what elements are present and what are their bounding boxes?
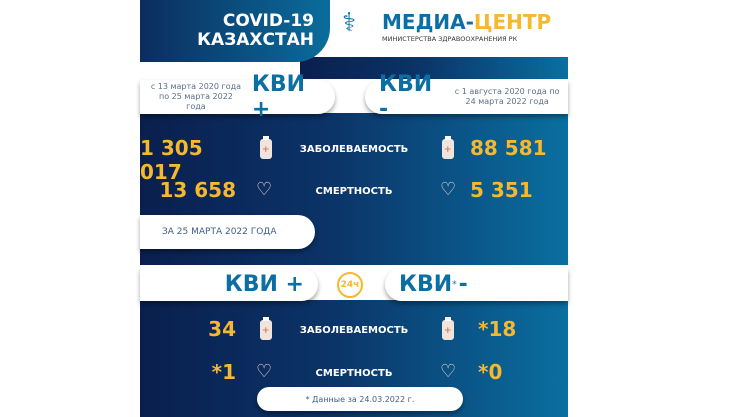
heart-stethoscope-icon: ♡ xyxy=(255,178,273,200)
daily-incidence-kvi-minus: *18 xyxy=(478,317,517,341)
date-pill: ЗА 25 МАРТА 2022 ГОДА xyxy=(140,215,315,249)
footnote-pill: * Данные за 24.03.2022 г. xyxy=(257,387,463,411)
left-period: с 13 марта 2020 года по 25 марта 2022 го… xyxy=(150,82,242,111)
heart-stethoscope-icon: ♡ xyxy=(439,360,457,382)
daily-mortality-kvi-plus: *1 xyxy=(211,360,236,384)
medicine-bottle-icon xyxy=(440,136,456,160)
daily-kvi-minus-pill: КВИ * - xyxy=(385,268,568,301)
daily-kvi-minus-sup: * xyxy=(452,279,457,290)
daily-kvi-plus-label: КВИ + xyxy=(224,272,304,297)
footnote: * Данные за 24.03.2022 г. xyxy=(305,394,415,404)
daily-kvi-minus-label: КВИ xyxy=(399,272,453,297)
24h-label: 24ч xyxy=(340,280,360,290)
kvi-minus-period-pill: КВИ - с 1 августа 2020 года по 24 марта … xyxy=(365,72,568,122)
caduceus-icon: ⚕ xyxy=(342,8,357,38)
total-incidence-kvi-plus: 1 305 017 xyxy=(140,136,203,184)
daily-kvi-minus-sign: - xyxy=(458,272,468,297)
title-line2: КАЗАХСТАН xyxy=(197,30,314,50)
daily-kvi-plus-pill: КВИ + xyxy=(140,268,318,301)
logo-sub: МИНИСТЕРСТВА ЗДРАВООХРАНЕНИЯ РК xyxy=(382,35,518,43)
total-incidence-kvi-minus: 88 581 xyxy=(470,136,547,160)
heart-stethoscope-icon: ♡ xyxy=(255,360,273,382)
daily-incidence-label: ЗАБОЛЕВАЕМОСТЬ xyxy=(299,325,409,336)
logo: ⚕ МЕДИА-ЦЕНТР МИНИСТЕРСТВА ЗДРАВООХРАНЕН… xyxy=(342,8,572,48)
title-line1: COVID-19 xyxy=(222,11,314,31)
total-row-mortality: 13 658 ♡ СМЕРТНОСТЬ ♡ 5 351 xyxy=(140,178,568,204)
date-label: ЗА 25 МАРТА 2022 ГОДА xyxy=(162,227,277,237)
kvi-plus-label: КВИ + xyxy=(251,72,306,122)
header-band xyxy=(300,57,568,79)
daily-row-mortality: *1 ♡ СМЕРТНОСТЬ ♡ *0 xyxy=(140,360,568,386)
mortality-label: СМЕРТНОСТЬ xyxy=(315,186,393,197)
daily-row-incidence: 34 ЗАБОЛЕВАЕМОСТЬ *18 xyxy=(140,317,568,343)
medicine-bottle-icon xyxy=(258,136,274,160)
right-period: с 1 августа 2020 года по 24 марта 2022 г… xyxy=(454,87,560,106)
kvi-plus-period-pill: с 13 марта 2020 года по 25 марта 2022 го… xyxy=(140,72,335,122)
total-row-incidence: 1 305 017 ЗАБОЛЕВАЕМОСТЬ 88 581 xyxy=(140,136,568,184)
medicine-bottle-icon xyxy=(440,317,456,341)
logo-main: МЕДИА- xyxy=(382,10,474,34)
daily-mortality-label: СМЕРТНОСТЬ xyxy=(315,368,393,379)
total-mortality-kvi-minus: 5 351 xyxy=(470,178,533,202)
total-mortality-kvi-plus: 13 658 xyxy=(159,178,236,202)
daily-incidence-kvi-plus: 34 xyxy=(208,317,236,341)
title-tile: COVID-19 КАЗАХСТАН xyxy=(140,0,330,62)
kvi-minus-label: КВИ - xyxy=(379,72,433,122)
heart-stethoscope-icon: ♡ xyxy=(439,178,457,200)
medicine-bottle-icon xyxy=(258,317,274,341)
daily-mortality-kvi-minus: *0 xyxy=(478,360,503,384)
incidence-label: ЗАБОЛЕВАЕМОСТЬ xyxy=(299,144,409,155)
logo-main-orange: ЦЕНТР xyxy=(473,10,552,34)
24h-badge: 24ч xyxy=(337,272,363,298)
